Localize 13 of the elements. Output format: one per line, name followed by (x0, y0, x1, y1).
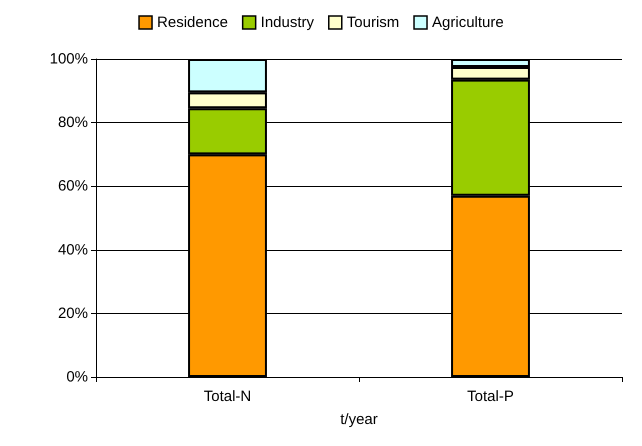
y-tick-label: 20% (58, 304, 88, 322)
y-tick-label: 100% (50, 50, 88, 68)
legend-label: Agriculture (432, 14, 504, 31)
legend-label: Residence (157, 14, 228, 31)
x-axis-title: t/year (340, 411, 378, 428)
x-tick-label: Total-P (467, 388, 514, 405)
legend-label: Tourism (346, 14, 400, 31)
legend-label: Industry (260, 14, 315, 31)
y-tick-label: 80% (58, 114, 88, 132)
y-tick-label: 0% (66, 368, 88, 386)
y-tick-label: 40% (58, 241, 88, 258)
y-tick-label: 60% (58, 178, 88, 195)
x-tick-label: Total-N (204, 388, 252, 405)
